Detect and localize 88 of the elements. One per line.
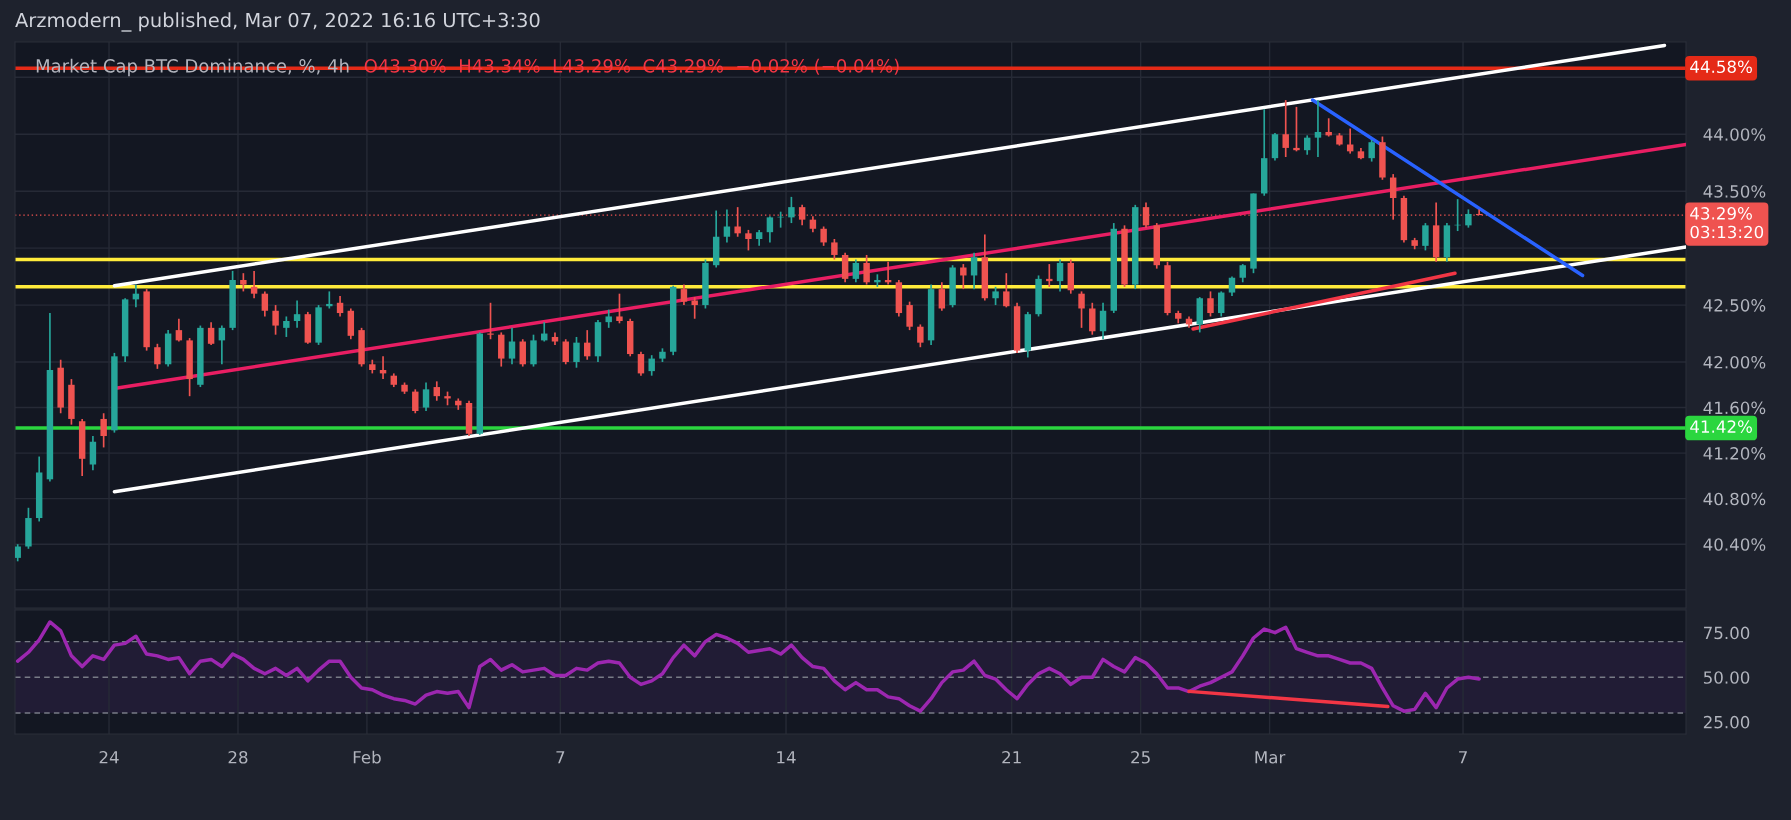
y-tick-label: 25.00 — [1703, 715, 1750, 729]
line-series — [15, 620, 1481, 713]
candlestick — [1422, 222, 1429, 252]
candlestick — [831, 238, 838, 261]
candlestick — [970, 251, 978, 290]
candlestick — [1282, 99, 1289, 158]
x-tick-label: 28 — [228, 750, 248, 764]
candlestick — [530, 333, 537, 368]
candlestick — [519, 338, 526, 368]
candlestick — [250, 270, 258, 300]
candlestick — [422, 381, 430, 412]
candlestick — [261, 290, 269, 318]
chart-title: Arzmodern_ published, Mar 07, 2022 16:16 UTC+3:30 — [15, 12, 540, 32]
candlestick — [1346, 127, 1354, 155]
candlestick — [336, 295, 344, 318]
ref-line-label: 44.58% — [1690, 60, 1752, 74]
x-tick-label: 25 — [1131, 750, 1150, 764]
candlestick — [1056, 258, 1064, 293]
y-tick-label: 42.50% — [1703, 299, 1766, 312]
x-tick-label: Mar — [1255, 751, 1286, 764]
candlestick — [1089, 301, 1096, 336]
candlestick — [841, 251, 849, 284]
candlestick — [863, 254, 870, 286]
candlestick — [960, 263, 967, 290]
candlestick — [1314, 99, 1322, 158]
candlestick — [100, 412, 107, 449]
candlestick — [207, 321, 215, 346]
candlestick — [1218, 290, 1225, 318]
candlestick — [691, 296, 698, 320]
candlestick — [1046, 263, 1053, 288]
candlestick — [433, 380, 440, 402]
candlestick — [562, 338, 569, 366]
candlestick — [605, 308, 612, 329]
candlestick — [1207, 290, 1214, 318]
candlestick — [1325, 117, 1332, 138]
y-tick-label: 41.60% — [1703, 401, 1766, 415]
candlestick — [938, 281, 946, 312]
y-tick-label: 40.80% — [1703, 492, 1766, 506]
y-tick-label: 40.40% — [1703, 538, 1766, 551]
candlestick — [906, 300, 913, 331]
candlestick — [1293, 106, 1300, 153]
candlestick — [272, 304, 279, 336]
candlestick — [1465, 208, 1472, 229]
candlestick — [573, 336, 580, 369]
x-tick-label: 14 — [777, 751, 796, 764]
candlestick — [680, 283, 688, 306]
candlestick — [648, 354, 655, 377]
candlestick — [154, 342, 161, 370]
candlestick — [1099, 301, 1107, 341]
y-tick-label: 42.00% — [1703, 355, 1766, 369]
candlestick — [723, 208, 731, 244]
x-tick-label: 7 — [1459, 751, 1467, 764]
candlestick — [917, 323, 924, 349]
candlestick — [992, 286, 999, 306]
candlestick — [412, 388, 419, 415]
candlestick — [326, 290, 333, 310]
candlestick — [175, 317, 183, 343]
candlestick — [293, 299, 301, 329]
y-tick-label: 75.00 — [1704, 626, 1750, 640]
ref-line-label: 43.29% 03:13:20 — [1690, 207, 1764, 239]
candlestick — [1003, 272, 1010, 309]
x-tick-label: 24 — [99, 750, 119, 764]
candlestick — [852, 258, 860, 284]
candlestick — [498, 331, 505, 368]
candlestick — [820, 225, 827, 247]
x-tick-label: Feb — [353, 750, 381, 764]
candlestick — [1368, 139, 1375, 163]
candlestick — [487, 301, 494, 341]
candlestick — [745, 229, 752, 252]
candlestick — [89, 435, 97, 472]
candlestick — [1239, 263, 1246, 284]
x-tick-label: 7 — [556, 751, 565, 764]
candlestick — [637, 350, 645, 377]
y-tick-label: 50.00 — [1703, 671, 1750, 684]
y-tick-label: 41.20% — [1703, 447, 1766, 460]
candlestick — [788, 196, 795, 224]
candlestick — [1271, 132, 1279, 162]
y-tick-label: 43.50% — [1703, 185, 1766, 198]
candlestick — [766, 215, 774, 244]
x-tick-label: 21 — [1002, 750, 1021, 764]
y-tick-label: 44.00% — [1703, 128, 1766, 141]
candlestick — [508, 327, 516, 366]
candlestick — [283, 315, 290, 338]
candlestick — [1228, 275, 1236, 297]
candlestick — [1078, 290, 1085, 329]
candlestick — [616, 292, 623, 325]
ref-line-label: 41.42% — [1690, 420, 1752, 433]
candlestick — [240, 272, 247, 293]
